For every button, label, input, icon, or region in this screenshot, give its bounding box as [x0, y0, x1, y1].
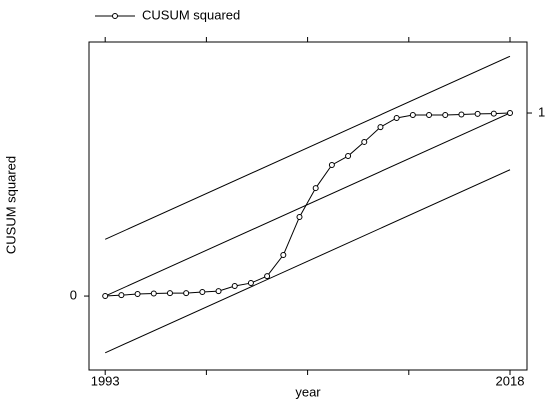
- data-point: [199, 289, 206, 296]
- reference-line: [104, 55, 511, 240]
- data-point: [442, 112, 449, 119]
- y-tick-label: 0: [70, 287, 77, 302]
- x-tick-label: 1993: [91, 373, 120, 388]
- data-point: [280, 252, 287, 259]
- data-point: [312, 185, 319, 192]
- data-point: [215, 288, 222, 295]
- data-point: [102, 293, 109, 300]
- data-point: [426, 112, 433, 119]
- data-point: [264, 273, 271, 280]
- data-point: [490, 110, 497, 117]
- data-point: [134, 291, 141, 298]
- data-point: [166, 290, 173, 297]
- data-point: [118, 292, 125, 299]
- legend-marker: [112, 13, 118, 19]
- data-point: [474, 110, 481, 117]
- data-point: [231, 282, 238, 289]
- data-point: [150, 290, 157, 297]
- x-tick-label: 2018: [496, 373, 525, 388]
- plot-frame: [88, 41, 528, 371]
- legend-label: CUSUM squared: [142, 7, 240, 22]
- reference-line: [104, 169, 511, 354]
- data-point: [458, 111, 465, 118]
- data-point: [345, 153, 352, 160]
- data-point: [183, 290, 190, 297]
- data-point: [506, 110, 513, 117]
- y2-tick-label: 1: [538, 104, 545, 119]
- data-point: [361, 138, 368, 145]
- y-axis-label: CUSUM squared: [3, 156, 18, 254]
- data-point: [328, 162, 335, 168]
- data-point: [409, 112, 416, 119]
- data-point: [296, 213, 303, 220]
- data-point: [377, 124, 384, 131]
- data-point: [393, 114, 400, 121]
- data-point: [247, 280, 254, 287]
- reference-line: [104, 112, 511, 297]
- x-axis-label: year: [295, 384, 321, 399]
